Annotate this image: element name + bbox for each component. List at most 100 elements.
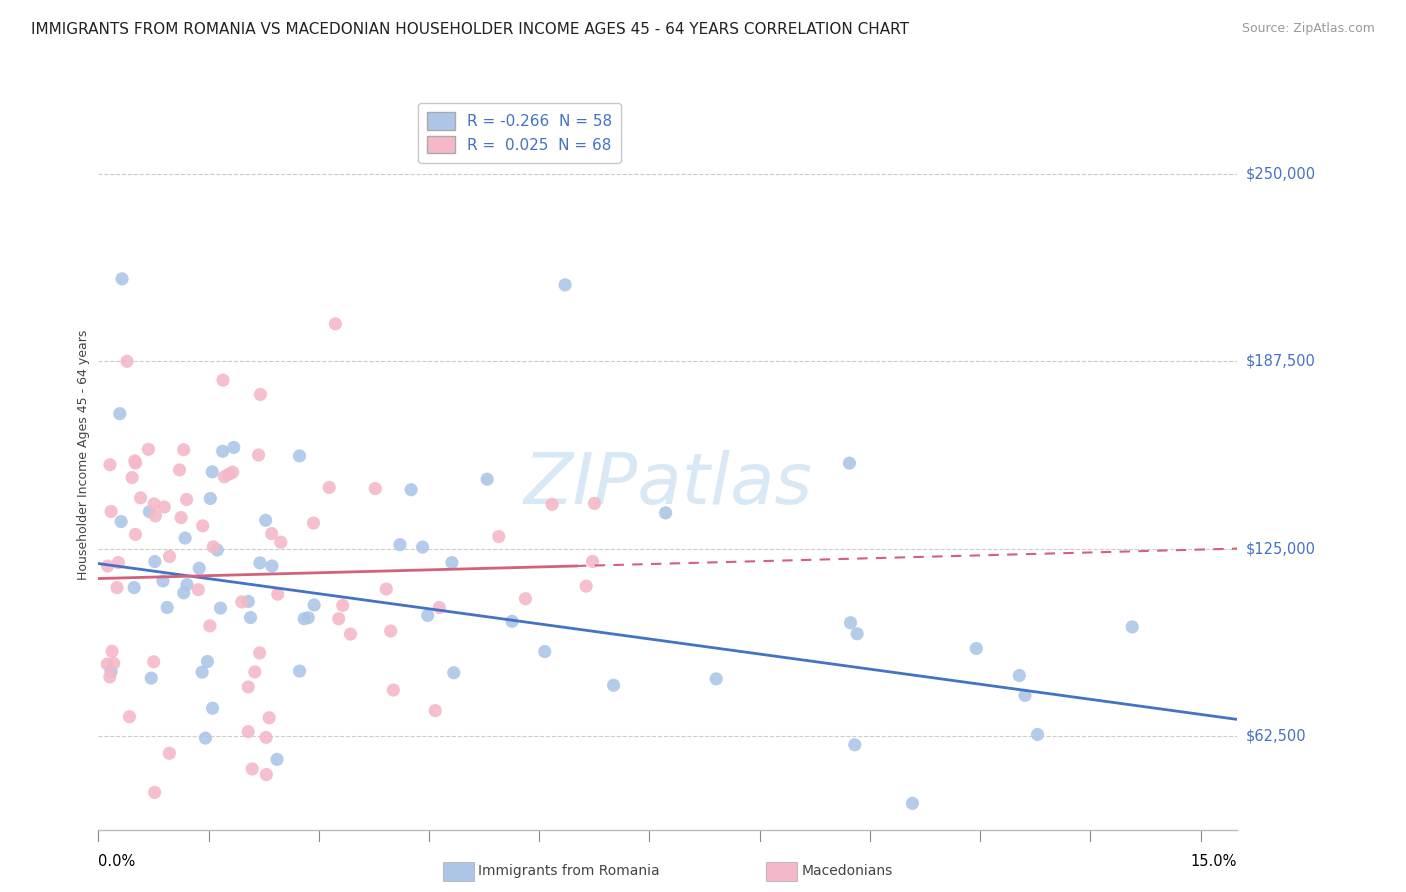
- Point: [170, 510, 193, 524]
- Point: [239, 610, 262, 624]
- Point: [142, 655, 165, 669]
- Point: [1014, 689, 1036, 703]
- Point: [266, 752, 288, 766]
- Point: [124, 527, 146, 541]
- Point: [122, 581, 145, 595]
- Y-axis label: Householder Income Ages 45 - 64 years: Householder Income Ages 45 - 64 years: [77, 330, 90, 580]
- Point: [375, 582, 398, 596]
- Point: [399, 483, 422, 497]
- Point: [231, 595, 253, 609]
- Point: [143, 555, 166, 569]
- Point: [118, 709, 141, 723]
- Point: [339, 627, 361, 641]
- Point: [901, 797, 924, 811]
- Point: [388, 538, 411, 552]
- Point: [583, 496, 606, 510]
- Point: [260, 559, 283, 574]
- Point: [153, 500, 176, 514]
- Text: 15.0%: 15.0%: [1191, 854, 1237, 869]
- Text: $125,000: $125,000: [1246, 541, 1316, 556]
- Point: [103, 657, 125, 671]
- Point: [1121, 620, 1143, 634]
- Point: [121, 470, 143, 484]
- Point: [844, 738, 866, 752]
- Point: [191, 519, 214, 533]
- Point: [143, 785, 166, 799]
- Point: [201, 701, 224, 715]
- Point: [141, 671, 163, 685]
- Point: [211, 444, 233, 458]
- Point: [98, 458, 121, 472]
- Point: [238, 724, 260, 739]
- Point: [138, 505, 160, 519]
- Point: [221, 465, 243, 479]
- Point: [554, 277, 576, 292]
- Point: [416, 608, 439, 623]
- Point: [156, 600, 179, 615]
- Point: [238, 594, 260, 608]
- Point: [501, 614, 523, 628]
- Point: [97, 559, 120, 574]
- Point: [270, 535, 292, 549]
- Point: [145, 508, 167, 523]
- Point: [108, 407, 131, 421]
- Point: [100, 504, 122, 518]
- Point: [257, 711, 280, 725]
- Point: [159, 549, 181, 564]
- Point: [218, 467, 240, 482]
- Point: [602, 678, 624, 692]
- Text: $187,500: $187,500: [1246, 354, 1316, 368]
- Point: [176, 577, 198, 591]
- Text: $250,000: $250,000: [1246, 167, 1316, 181]
- Point: [541, 497, 564, 511]
- Point: [488, 529, 510, 543]
- Point: [302, 598, 325, 612]
- Point: [169, 463, 191, 477]
- Point: [129, 491, 152, 505]
- Point: [443, 665, 465, 680]
- Point: [364, 482, 387, 496]
- Point: [412, 540, 434, 554]
- Point: [533, 644, 555, 658]
- Point: [965, 641, 987, 656]
- Point: [704, 672, 727, 686]
- Point: [318, 480, 340, 494]
- Point: [214, 469, 236, 483]
- Text: Macedonians: Macedonians: [801, 864, 893, 879]
- Point: [243, 665, 266, 679]
- Point: [98, 670, 121, 684]
- Point: [332, 599, 354, 613]
- Point: [157, 746, 180, 760]
- Point: [115, 354, 138, 368]
- Point: [124, 454, 146, 468]
- Point: [654, 506, 676, 520]
- Point: [249, 387, 271, 401]
- Point: [101, 644, 124, 658]
- Point: [188, 561, 211, 575]
- Point: [249, 556, 271, 570]
- Point: [212, 373, 235, 387]
- Point: [328, 612, 350, 626]
- Point: [138, 442, 160, 457]
- Point: [107, 556, 129, 570]
- Point: [475, 472, 498, 486]
- Point: [254, 767, 277, 781]
- Point: [176, 492, 198, 507]
- Point: [100, 665, 122, 679]
- Text: ZIPatlas: ZIPatlas: [523, 450, 813, 519]
- Point: [197, 655, 219, 669]
- Point: [1008, 668, 1031, 682]
- Point: [1026, 727, 1049, 741]
- Point: [575, 579, 598, 593]
- Point: [325, 317, 347, 331]
- Point: [581, 554, 603, 568]
- Point: [839, 615, 862, 630]
- Point: [297, 610, 319, 624]
- Point: [260, 526, 283, 541]
- Point: [174, 531, 197, 545]
- Point: [173, 442, 195, 457]
- Point: [222, 441, 245, 455]
- Point: [202, 540, 225, 554]
- Text: Source: ZipAtlas.com: Source: ZipAtlas.com: [1241, 22, 1375, 36]
- Point: [288, 664, 311, 678]
